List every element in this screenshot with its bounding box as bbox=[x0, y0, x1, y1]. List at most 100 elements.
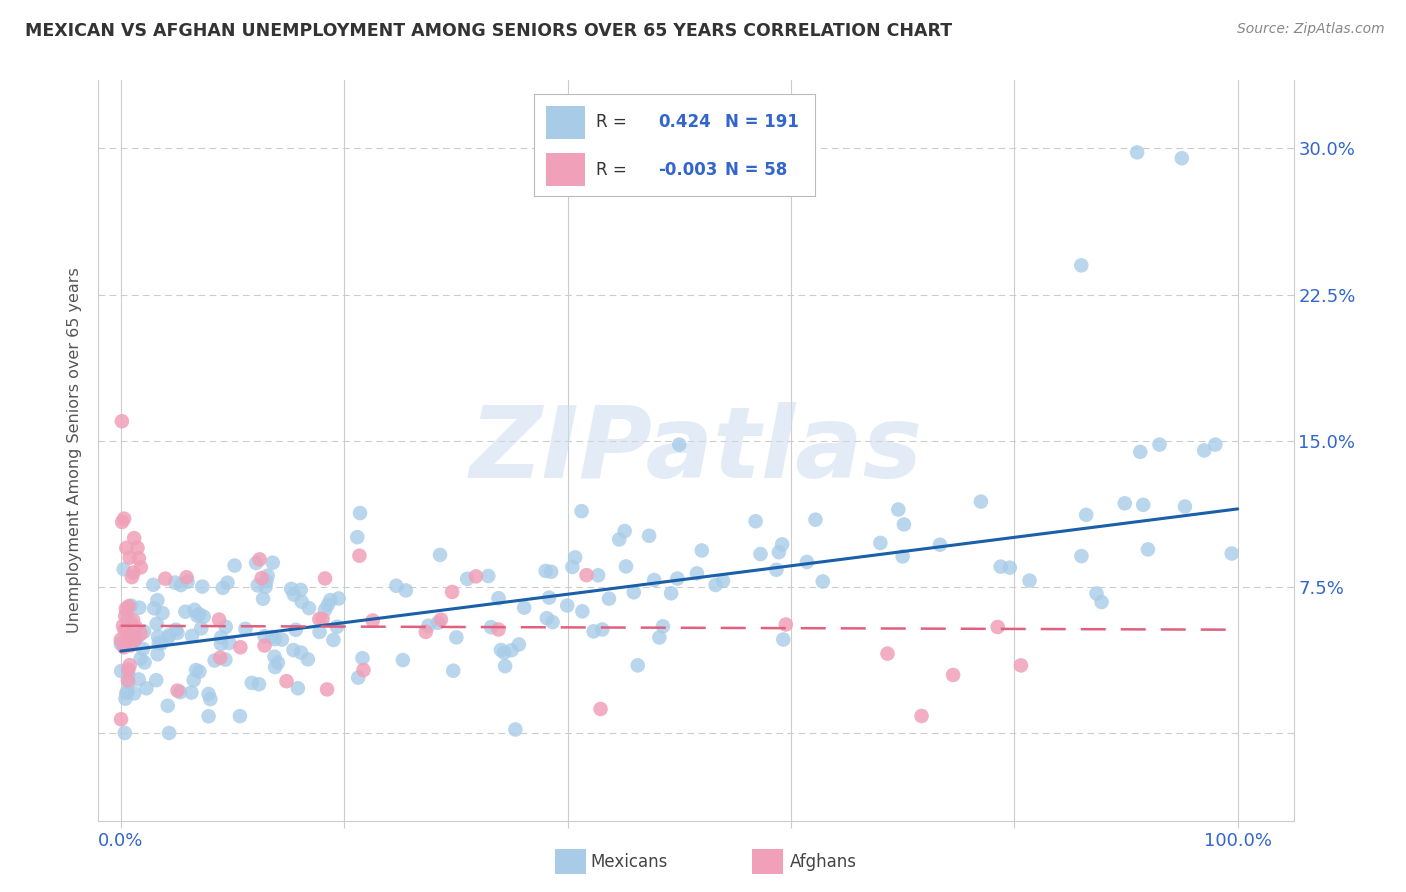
Point bbox=[876, 647, 898, 661]
Point bbox=[169, 685, 191, 699]
Point bbox=[166, 626, 188, 640]
Point bbox=[115, 686, 138, 700]
Point bbox=[488, 623, 510, 637]
Point bbox=[197, 687, 219, 701]
Point bbox=[229, 640, 252, 655]
Point bbox=[910, 709, 932, 723]
Point bbox=[494, 659, 516, 673]
Point bbox=[176, 574, 198, 589]
Point bbox=[541, 615, 564, 629]
Point bbox=[328, 591, 350, 606]
Point bbox=[990, 559, 1012, 574]
Point bbox=[142, 578, 165, 592]
Point bbox=[1126, 145, 1149, 160]
Point bbox=[744, 514, 766, 528]
Point bbox=[395, 583, 418, 598]
Point bbox=[121, 570, 143, 584]
Point bbox=[129, 560, 152, 574]
Point bbox=[186, 608, 208, 623]
Point bbox=[998, 560, 1021, 574]
Point bbox=[326, 620, 349, 634]
Point bbox=[215, 620, 238, 634]
Point bbox=[124, 632, 146, 647]
Point bbox=[209, 650, 232, 665]
Point bbox=[129, 652, 152, 666]
Point bbox=[117, 630, 139, 644]
Point bbox=[430, 613, 453, 627]
Point bbox=[686, 566, 709, 581]
Point bbox=[479, 620, 502, 634]
Point bbox=[112, 511, 135, 525]
Point bbox=[262, 556, 284, 570]
Point bbox=[489, 643, 512, 657]
Point bbox=[155, 572, 177, 586]
Point bbox=[209, 631, 232, 645]
Text: N = 191: N = 191 bbox=[725, 113, 800, 131]
Point bbox=[765, 563, 787, 577]
Point bbox=[256, 568, 278, 582]
Point bbox=[112, 640, 135, 655]
Point bbox=[749, 547, 772, 561]
Point bbox=[115, 541, 138, 555]
Point bbox=[353, 663, 375, 677]
Point bbox=[586, 568, 609, 582]
Point bbox=[308, 624, 330, 639]
Point bbox=[555, 599, 578, 613]
Point bbox=[157, 726, 180, 740]
Point bbox=[110, 664, 132, 678]
Point bbox=[283, 643, 305, 657]
Point bbox=[134, 624, 156, 639]
Point bbox=[427, 615, 450, 630]
Point bbox=[607, 533, 630, 547]
Text: Source: ZipAtlas.com: Source: ZipAtlas.com bbox=[1237, 22, 1385, 37]
Point bbox=[429, 548, 451, 562]
Point bbox=[298, 601, 321, 615]
Point bbox=[120, 599, 142, 613]
Point bbox=[157, 628, 180, 642]
Point bbox=[122, 634, 145, 648]
Point bbox=[146, 630, 169, 644]
Point bbox=[184, 663, 207, 677]
Point bbox=[638, 529, 661, 543]
Point bbox=[347, 671, 370, 685]
Point bbox=[166, 683, 188, 698]
Text: Afghans: Afghans bbox=[790, 853, 858, 871]
Point bbox=[418, 619, 440, 633]
Point bbox=[311, 612, 333, 626]
Text: R =: R = bbox=[596, 161, 627, 178]
Point bbox=[117, 628, 139, 642]
Point bbox=[122, 566, 145, 580]
Text: MEXICAN VS AFGHAN UNEMPLOYMENT AMONG SENIORS OVER 65 YEARS CORRELATION CHART: MEXICAN VS AFGHAN UNEMPLOYMENT AMONG SEN… bbox=[25, 22, 952, 40]
Point bbox=[245, 556, 267, 570]
Point bbox=[176, 570, 198, 584]
Point bbox=[987, 620, 1010, 634]
Point bbox=[392, 653, 415, 667]
Point bbox=[128, 600, 150, 615]
Point bbox=[214, 652, 236, 666]
Point bbox=[224, 558, 246, 573]
Point bbox=[349, 506, 371, 520]
Point bbox=[349, 549, 371, 563]
Point bbox=[536, 611, 558, 625]
Point bbox=[283, 588, 305, 602]
Point bbox=[132, 642, 155, 657]
Point bbox=[441, 664, 464, 678]
Point bbox=[775, 617, 797, 632]
Point bbox=[135, 681, 157, 696]
Point bbox=[110, 712, 132, 726]
Point bbox=[253, 639, 276, 653]
Point bbox=[263, 649, 285, 664]
Point bbox=[441, 585, 464, 599]
Point bbox=[614, 559, 637, 574]
Point bbox=[191, 580, 214, 594]
Point bbox=[488, 591, 510, 606]
Point bbox=[112, 562, 135, 576]
Point bbox=[869, 536, 891, 550]
Point bbox=[540, 565, 562, 579]
Point bbox=[571, 604, 593, 618]
Point bbox=[117, 685, 139, 699]
Point bbox=[122, 628, 145, 642]
FancyBboxPatch shape bbox=[546, 106, 585, 139]
Point bbox=[929, 538, 952, 552]
Point bbox=[117, 667, 139, 681]
